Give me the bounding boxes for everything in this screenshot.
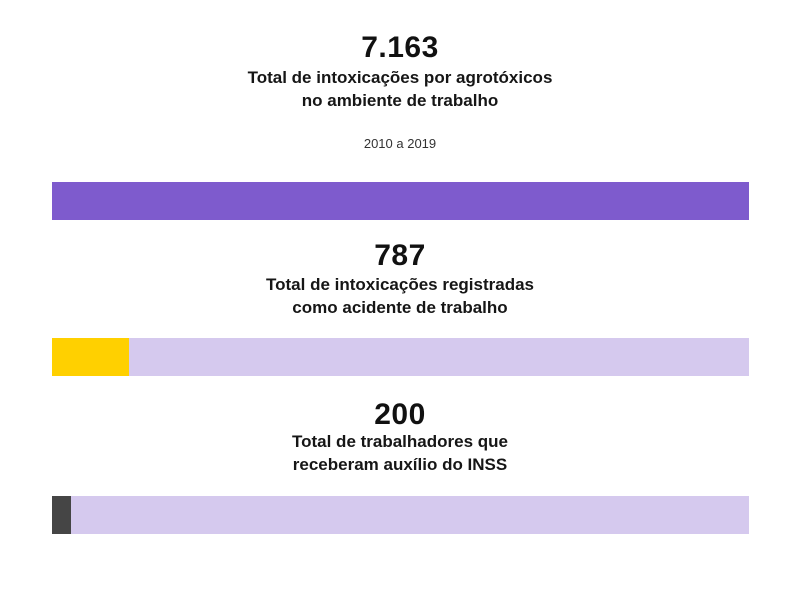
stat-3-value: 200 xyxy=(374,398,426,431)
bar-3-fill xyxy=(52,496,72,534)
stat-1-label-line-1: Total de intoxicações por agrotóxicos xyxy=(247,68,553,87)
stat-2-value: 787 xyxy=(374,239,426,272)
period-label: 2010 a 2019 xyxy=(363,136,437,151)
bar-2-fill xyxy=(52,338,129,376)
bar-1-fill xyxy=(52,182,749,220)
stat-1-value: 7.163 xyxy=(361,31,439,64)
stat-3: 200 Total de trabalhadores que receberam… xyxy=(0,398,800,476)
stat-3-label-line-1: Total de trabalhadores que xyxy=(291,432,508,451)
stat-3-label: Total de trabalhadores que receberam aux… xyxy=(190,430,610,476)
bar-2-track xyxy=(52,338,749,376)
bar-1-track xyxy=(52,182,749,220)
stat-2: 787 Total de intoxicações registradas co… xyxy=(0,239,800,319)
stat-2-label: Total de intoxicações registradas como a… xyxy=(190,273,610,319)
stat-3-label-line-2: receberam auxílio do INSS xyxy=(292,455,508,474)
stat-1-label-line-2: no ambiente de trabalho xyxy=(301,91,499,110)
stat-2-label-line-2: como acidente de trabalho xyxy=(292,298,508,317)
stat-1: 7.163 Total de intoxicações por agrotóxi… xyxy=(0,31,800,112)
stat-2-label-line-1: Total de intoxicações registradas xyxy=(266,275,534,294)
bar-3-track xyxy=(52,496,749,534)
stat-1-label: Total de intoxicações por agrotóxicos no… xyxy=(190,66,610,112)
